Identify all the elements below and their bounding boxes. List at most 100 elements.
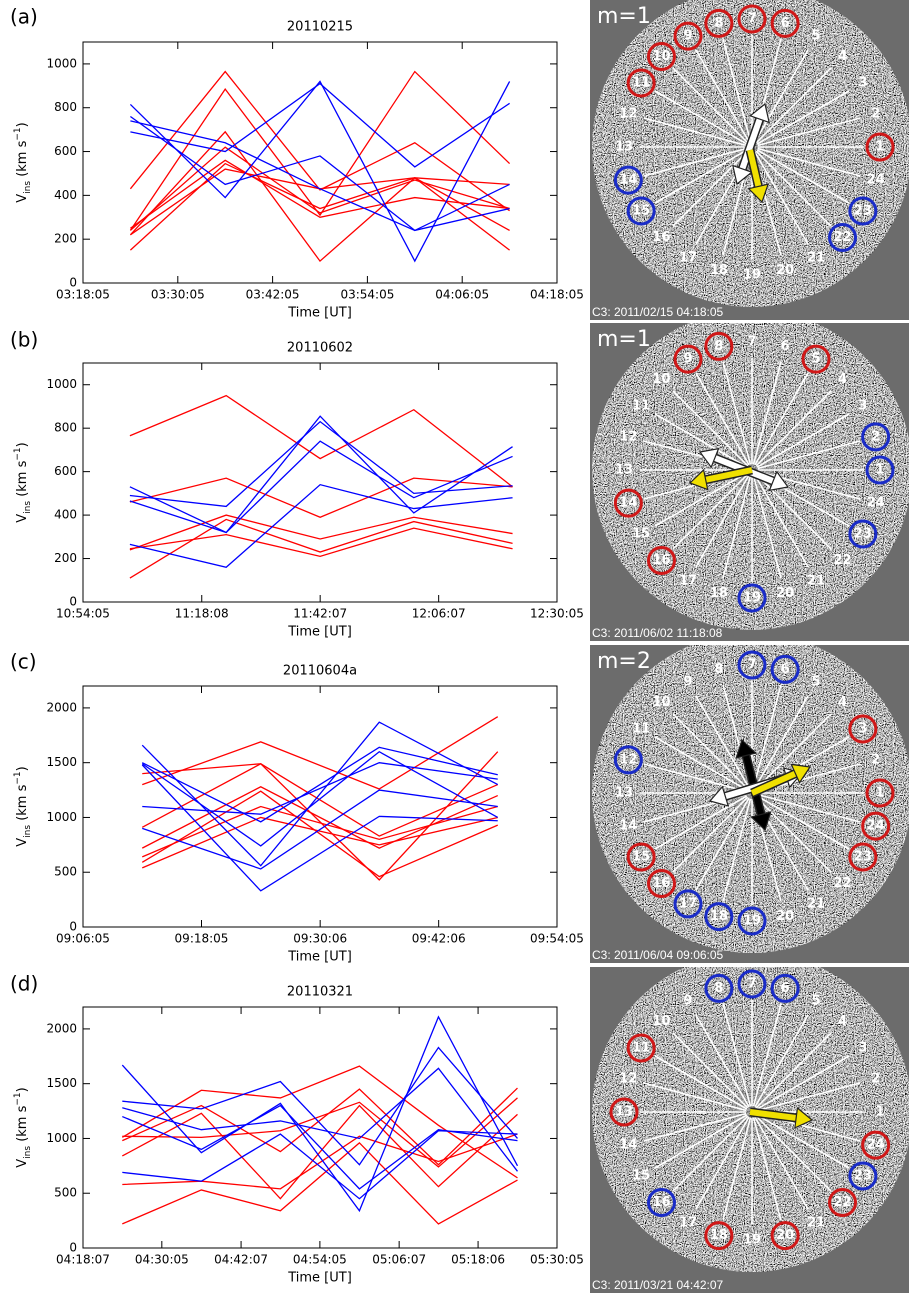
- position-label: 8: [714, 339, 723, 354]
- position-label: 11: [632, 1041, 650, 1056]
- spoke: [695, 695, 750, 789]
- ring: [673, 889, 703, 919]
- x-tick-label: 04:06:05: [435, 288, 489, 302]
- spoke: [757, 117, 861, 147]
- position-label: 9: [683, 994, 692, 1009]
- position-label: 7: [747, 12, 756, 27]
- chart-panel: (c) 20110604a Time [UT] Vins (km s−1) 09:06:…: [10, 650, 584, 965]
- position-label: 20: [776, 909, 794, 924]
- spoke: [752, 1003, 782, 1107]
- x-tick-label: 03:18:05: [56, 288, 110, 302]
- series-line: [141, 721, 499, 867]
- y-axis-label: Vins (km s−1): [13, 122, 33, 202]
- position-label: 20: [776, 1228, 794, 1243]
- ring: [848, 714, 878, 744]
- arrow-shaft: [750, 769, 799, 796]
- plot-frame: [82, 685, 558, 928]
- position-label: 1: [875, 140, 884, 155]
- ring: [737, 906, 767, 936]
- position-label: 6: [781, 16, 790, 31]
- y-axis-label-part: (km s: [15, 1105, 30, 1146]
- position-label: 3: [858, 722, 867, 737]
- position-label: 9: [683, 675, 692, 690]
- spoke: [695, 797, 750, 891]
- y-axis-label-part: −1: [13, 127, 23, 140]
- spoke: [757, 1082, 861, 1112]
- series-line: [122, 1130, 518, 1200]
- y-axis-label-part: V: [15, 194, 30, 203]
- arrow-head: [750, 811, 772, 832]
- series-line: [141, 746, 498, 823]
- position-label: 2: [871, 752, 880, 767]
- position-label: 13: [615, 1105, 633, 1120]
- y-axis-label-part: −1: [13, 447, 23, 460]
- spoke: [756, 1114, 850, 1169]
- spoke: [654, 90, 748, 145]
- spoke: [654, 1055, 748, 1110]
- spoke: [755, 1115, 832, 1192]
- image-caption: C3: 2011/03/21 04:42:07: [592, 1278, 724, 1292]
- spoke: [756, 1055, 850, 1110]
- arrow-head: [768, 470, 790, 492]
- y-axis-label: Vins (km s−1): [13, 442, 33, 522]
- mode-label: m=2: [597, 649, 651, 674]
- spoke: [672, 1032, 749, 1109]
- series-line: [121, 1104, 518, 1200]
- series-line: [142, 716, 499, 790]
- spoke: [755, 796, 832, 873]
- y-tick-label: 500: [54, 1186, 77, 1200]
- spoke: [722, 475, 752, 579]
- position-label: 11: [632, 722, 650, 737]
- x-tick-label: 12:30:05: [530, 607, 584, 621]
- spoke: [755, 713, 832, 790]
- x-tick-label: 05:06:07: [372, 1253, 426, 1267]
- ring: [646, 41, 676, 71]
- y-tick-label: 0: [69, 1241, 77, 1255]
- position-label: 22: [833, 230, 851, 245]
- position-label: 7: [747, 658, 756, 673]
- position-label: 3: [858, 399, 867, 414]
- ring: [848, 1161, 878, 1191]
- x-tick-label: 05:30:05: [530, 1253, 584, 1267]
- image-caption: C3: 2011/02/15 04:18:05: [592, 305, 724, 319]
- position-label: 13: [615, 786, 633, 801]
- y-tick-label: 0: [69, 276, 77, 290]
- position-label: 8: [714, 662, 723, 677]
- ring: [704, 331, 734, 361]
- series-line: [121, 1065, 518, 1179]
- position-label: 2: [871, 1071, 880, 1086]
- series-line: [129, 70, 510, 212]
- x-axis-label: Time [UT]: [287, 1271, 352, 1286]
- series-line: [129, 162, 510, 251]
- position-label: 23: [854, 204, 872, 219]
- y-tick-label: 200: [54, 551, 77, 565]
- position-label: 12: [619, 1071, 637, 1086]
- position-label: 3: [858, 76, 867, 91]
- position-label: 19: [743, 1233, 761, 1248]
- arrow-head: [732, 164, 753, 186]
- position-label: 7: [747, 977, 756, 992]
- position-label: 21: [807, 250, 825, 265]
- ring: [861, 811, 891, 841]
- ring: [613, 745, 643, 775]
- arrow-head: [794, 1106, 814, 1129]
- ring: [828, 223, 858, 253]
- y-tick-label: 200: [54, 232, 77, 246]
- arrow-head: [790, 763, 812, 784]
- position-label: 10: [652, 695, 670, 710]
- ring: [848, 842, 878, 872]
- spoke: [754, 49, 809, 143]
- y-tick-label: 1000: [46, 810, 77, 824]
- position-label: 12: [619, 106, 637, 121]
- spoke: [695, 1116, 750, 1210]
- chart-title: 20110604a: [283, 664, 357, 679]
- spoke: [754, 151, 809, 245]
- ring: [626, 68, 656, 98]
- y-axis-label: Vins (km s−1): [13, 766, 33, 846]
- spoke: [754, 695, 809, 789]
- position-label: 14: [619, 173, 637, 188]
